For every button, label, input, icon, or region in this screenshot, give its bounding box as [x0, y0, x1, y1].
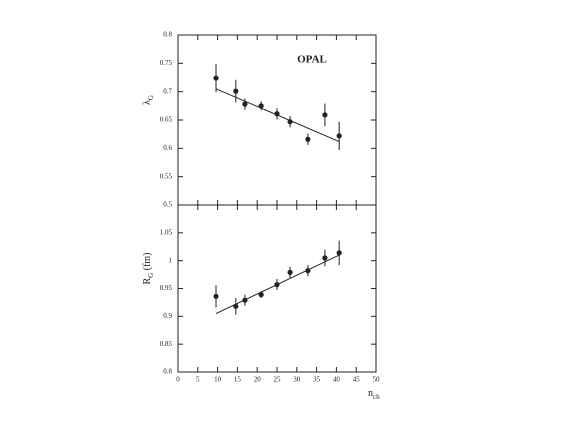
- x-axis-label: nch: [368, 388, 380, 400]
- y-tick-label: 0.6: [163, 144, 172, 152]
- x-label-part: ch: [373, 393, 380, 401]
- x-tick-label: 45: [353, 376, 361, 384]
- x-tick-label: 5: [196, 376, 200, 384]
- y-label-part: R: [142, 278, 153, 285]
- y-tick-label: 0.95: [160, 284, 173, 292]
- data-point: [233, 88, 239, 94]
- y-tick-label: 0.55: [160, 172, 173, 180]
- y-tick-label: 0.65: [160, 116, 173, 124]
- x-tick-label: 35: [313, 376, 321, 384]
- x-tick-label: 30: [293, 376, 301, 384]
- y-tick-label: 0.75: [160, 59, 173, 67]
- y-axis-label: RG (fm): [142, 252, 154, 284]
- x-tick-label: 40: [333, 376, 341, 384]
- x-tick-label: 10: [214, 376, 222, 384]
- y-tick-label: 0.8: [163, 368, 172, 376]
- x-tick-label: 50: [373, 376, 381, 384]
- data-point: [322, 255, 328, 261]
- y-tick-label: 0.85: [160, 340, 173, 348]
- x-label-part: n: [368, 388, 373, 399]
- x-tick-label: 20: [254, 376, 262, 384]
- data-point: [336, 133, 342, 139]
- y-label-part: (fm): [142, 252, 153, 272]
- x-tick-label: 15: [234, 376, 242, 384]
- y-tick-label: 0.8: [163, 31, 172, 39]
- data-point: [305, 136, 311, 142]
- data-point: [213, 293, 219, 299]
- y-tick-label: 0.5: [163, 201, 172, 209]
- y-label-part: λ: [142, 100, 153, 105]
- data-point: [322, 112, 328, 118]
- y-label-part: G: [147, 273, 155, 278]
- data-point: [336, 250, 342, 256]
- y-axis-label: λG: [142, 95, 154, 105]
- y-tick-label: 0.9: [163, 312, 172, 320]
- data-point: [213, 75, 219, 81]
- data-point: [242, 101, 248, 107]
- fit-line: [215, 254, 340, 315]
- data-point: [287, 269, 293, 275]
- y-tick-label: 0.7: [163, 87, 172, 95]
- data-point: [258, 292, 264, 298]
- x-tick-label: 25: [274, 376, 282, 384]
- x-tick-label: 0: [176, 376, 180, 384]
- annotation: OPAL: [297, 54, 327, 66]
- plot-frame: [177, 34, 377, 206]
- fit-line: [215, 88, 340, 142]
- y-tick-label: 1.05: [160, 228, 173, 236]
- y-label-part: G: [147, 95, 155, 100]
- y-tick-label: 1: [169, 256, 173, 264]
